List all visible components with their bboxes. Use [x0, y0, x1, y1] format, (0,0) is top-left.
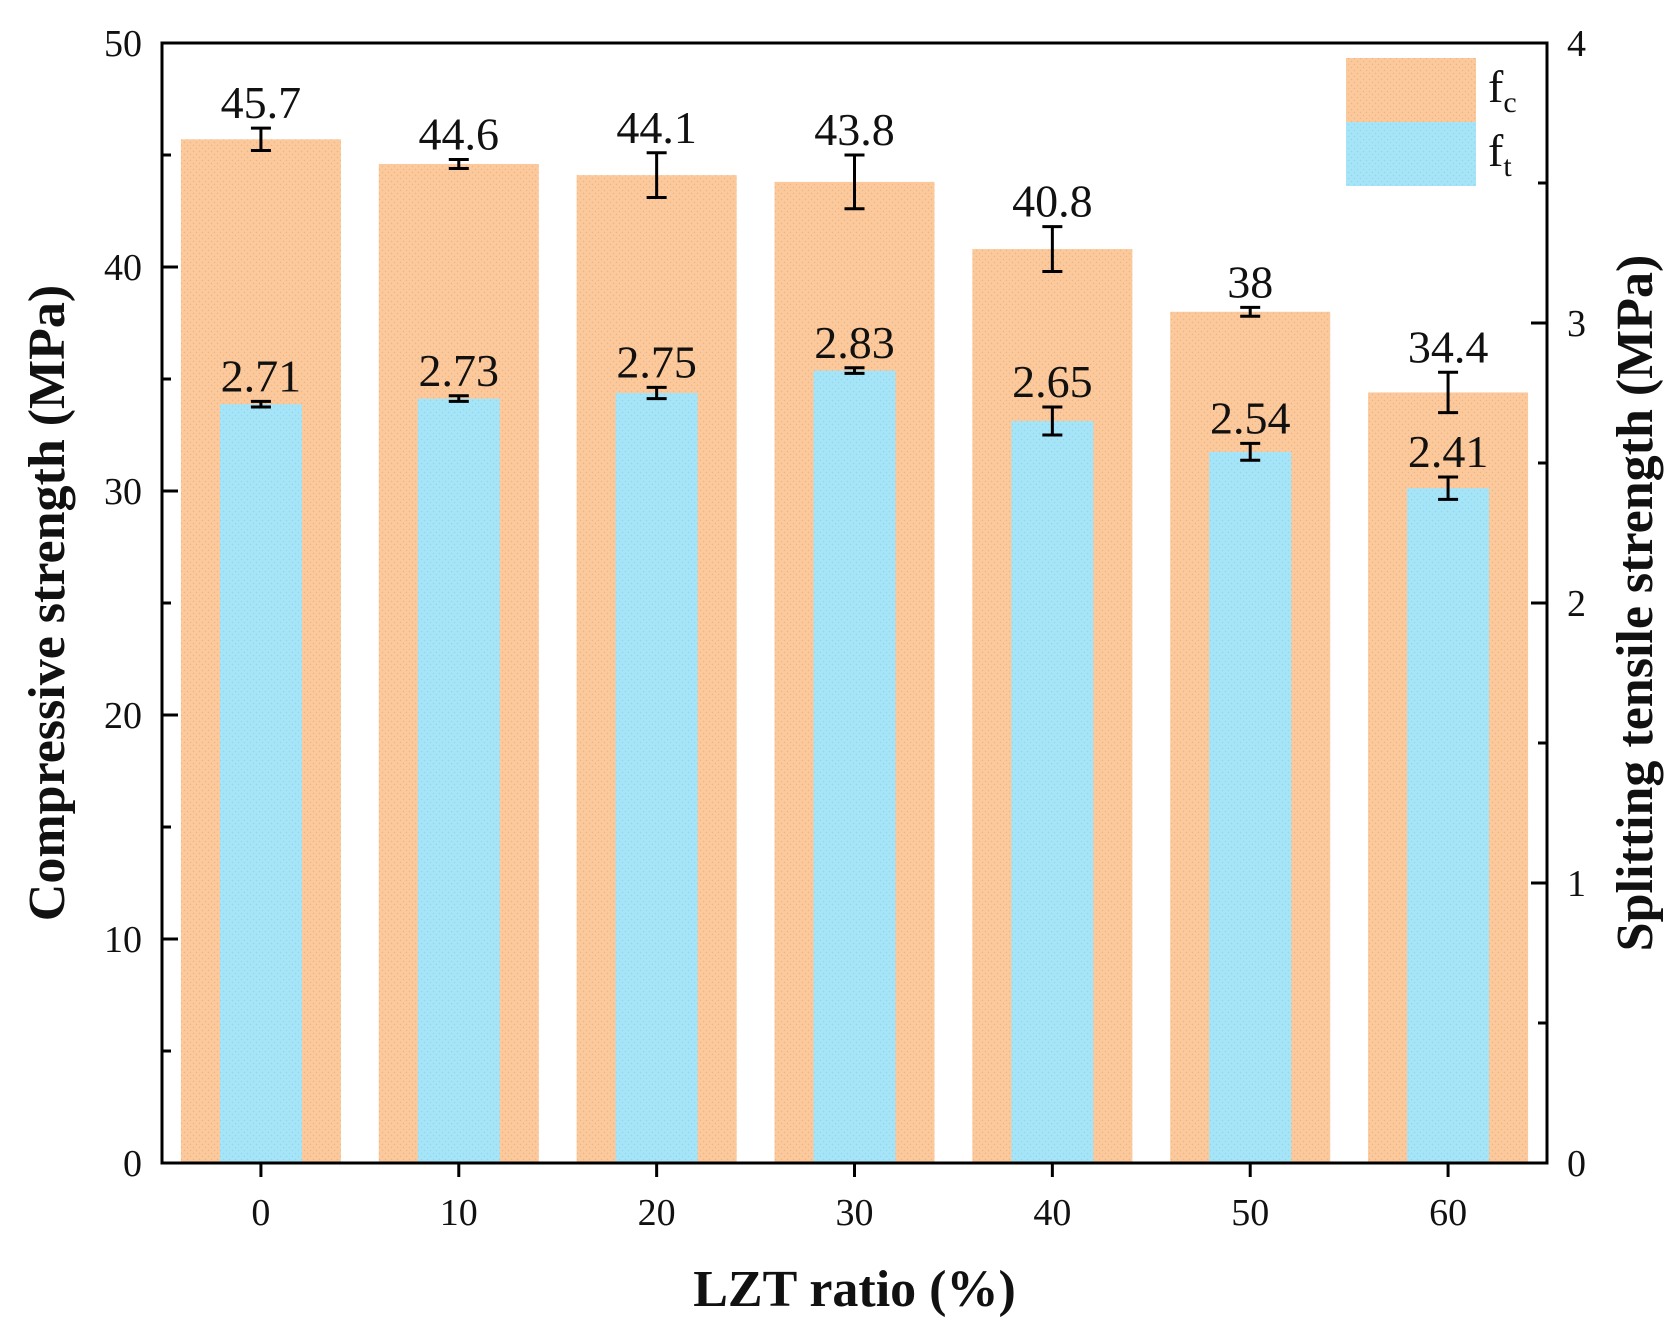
- errorbar-fc-0: [250, 126, 271, 153]
- errorbar-ft-20: [646, 385, 667, 401]
- y-left-tick-label-10: 10: [104, 919, 142, 961]
- errorbar-ft-30: [844, 366, 865, 375]
- bar-ft-20: [615, 393, 698, 1163]
- data-label-ft-30: 2.83: [814, 317, 895, 368]
- errorbar-fc-20: [646, 151, 667, 200]
- data-label-ft-20: 2.75: [616, 336, 697, 387]
- errorbar-fc-30: [844, 153, 865, 211]
- errorbar-fc-50: [1240, 305, 1261, 318]
- axis-ticks: [162, 41, 1547, 1177]
- y-right-tick-label-0: 0: [1567, 1143, 1586, 1185]
- data-label-fc-30: 43.8: [814, 104, 895, 155]
- errorbar-fc-40: [1042, 225, 1063, 273]
- x-tick-label-40: 40: [1033, 1192, 1071, 1234]
- data-labels: 45.7 2.71 44.6 2.73 44.1 2.75 43.8 2.83 40.8 2.65…: [221, 77, 1489, 477]
- y-right-tick-label-4: 4: [1567, 23, 1586, 65]
- x-tick-label-50: 50: [1231, 1192, 1269, 1234]
- error-bars: [250, 126, 1459, 501]
- data-label-fc-10: 44.6: [419, 108, 500, 159]
- errorbar-fc-60: [1438, 370, 1459, 415]
- bar-ft-50: [1209, 451, 1292, 1163]
- data-label-fc-60: 34.4: [1408, 321, 1489, 372]
- y-left-tick-label-50: 50: [104, 23, 142, 65]
- legend-label-fc: fc: [1488, 61, 1517, 119]
- x-tick-label-30: 30: [836, 1192, 874, 1234]
- x-tick-label-60: 60: [1429, 1192, 1467, 1234]
- legend-swatch-fc: [1346, 58, 1476, 122]
- y-left-tick-label-20: 20: [104, 695, 142, 737]
- bar-ft-10: [417, 398, 500, 1164]
- data-label-ft-50: 2.54: [1210, 392, 1291, 443]
- data-label-fc-20: 44.1: [616, 102, 697, 153]
- legend-label-ft-main: f: [1488, 125, 1504, 176]
- bars-ft: [219, 370, 1490, 1164]
- legend-label-ft: ft: [1488, 125, 1512, 183]
- y-axis-right-title: Splitting tensile strength (MPa): [1607, 255, 1664, 952]
- data-label-ft-0: 2.71: [221, 350, 302, 401]
- errorbar-ft-50: [1240, 441, 1261, 462]
- legend: fc ft: [1346, 58, 1517, 186]
- bar-ft-0: [219, 404, 302, 1163]
- errorbar-ft-10: [448, 394, 469, 403]
- y-left-tick-label-0: 0: [123, 1143, 142, 1185]
- errorbar-ft-60: [1438, 475, 1459, 501]
- bar-ft-60: [1407, 488, 1490, 1163]
- errorbar-fc-10: [448, 157, 469, 170]
- y-right-tick-label-1: 1: [1567, 863, 1586, 905]
- data-label-ft-40: 2.65: [1012, 356, 1093, 407]
- data-label-ft-10: 2.73: [419, 345, 500, 396]
- errorbar-ft-40: [1042, 405, 1063, 437]
- legend-label-ft-sub: t: [1503, 150, 1512, 183]
- data-label-fc-40: 40.8: [1012, 176, 1093, 227]
- data-label-fc-0: 45.7: [221, 77, 302, 128]
- y-right-tick-label-2: 2: [1567, 583, 1586, 625]
- x-axis-title: LZT ratio (%): [693, 1261, 1016, 1318]
- legend-swatch-ft: [1346, 122, 1476, 186]
- y-left-tick-label-30: 30: [104, 471, 142, 513]
- x-tick-label-10: 10: [440, 1192, 478, 1234]
- data-label-fc-50: 38: [1227, 256, 1273, 307]
- x-tick-label-0: 0: [251, 1192, 270, 1234]
- y-right-tick-label-3: 3: [1567, 303, 1586, 345]
- bar-ft-30: [813, 370, 896, 1164]
- x-tick-label-20: 20: [638, 1192, 676, 1234]
- legend-label-fc-main: f: [1488, 61, 1504, 112]
- data-label-ft-60: 2.41: [1408, 426, 1489, 477]
- y-left-tick-label-40: 40: [104, 247, 142, 289]
- bar-ft-40: [1011, 421, 1094, 1163]
- legend-label-fc-sub: c: [1503, 86, 1516, 119]
- errorbar-ft-0: [250, 399, 271, 409]
- y-axis-left-title: Compressive strength (MPa): [19, 285, 76, 921]
